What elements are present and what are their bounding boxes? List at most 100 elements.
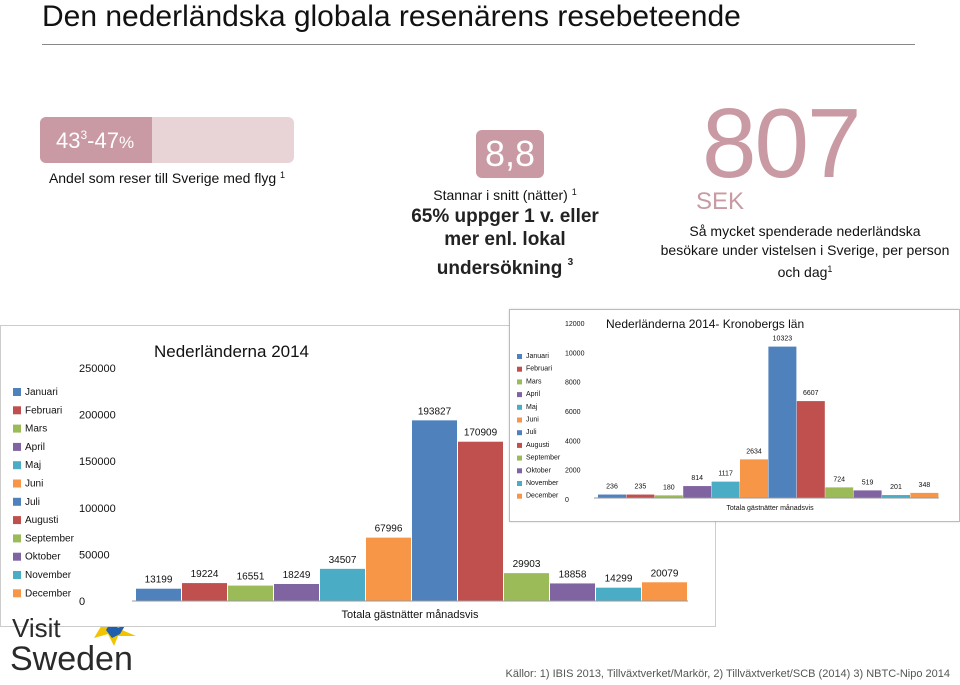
chart-title: Nederländerna 2014- Kronobergs län: [606, 317, 804, 331]
legend-swatch: [517, 493, 522, 499]
nights-survey-note: 65% uppger 1 v. eller mer enl. lokal und…: [411, 206, 599, 279]
legend-swatch: [517, 404, 522, 410]
bar: [642, 582, 687, 601]
visit-sweden-logo: Visit Sweden: [10, 615, 133, 677]
bar: [711, 481, 740, 498]
data-label: 19224: [191, 569, 219, 580]
spend-value: 807: [702, 88, 862, 198]
y-tick-label: 6000: [565, 409, 581, 416]
legend-label: Maj: [25, 460, 41, 471]
sources-footnote: Källor: 1) IBIS 2013, Tillväxtverket/Mar…: [505, 668, 950, 680]
legend-swatch: [517, 379, 522, 385]
chart-kronoberg-2014: Nederländerna 2014- Kronobergs län 12000 1…: [509, 309, 960, 522]
data-label: 180: [663, 484, 675, 491]
legend-label: Augusti: [526, 442, 550, 449]
y-tick-label: 150000: [79, 456, 116, 468]
bar: [228, 585, 273, 601]
y-tick-label: 4000: [565, 438, 581, 445]
bar: [910, 492, 939, 498]
data-label: 13199: [145, 575, 173, 586]
legend-label: September: [25, 533, 75, 544]
bar: [412, 420, 457, 601]
legend-label: Januari: [526, 353, 549, 360]
data-label: 170909: [464, 428, 498, 439]
bar: [274, 583, 319, 601]
legend-label: Januari: [25, 387, 58, 398]
y-tick-label: 50000: [79, 549, 110, 561]
legend-label: April: [526, 391, 540, 398]
data-label: 10323: [773, 336, 793, 343]
legend-swatch: [13, 479, 21, 488]
title-divider: [42, 44, 915, 45]
legend-swatch: [517, 481, 522, 486]
legend-label: Mars: [526, 378, 542, 385]
legend-label: September: [526, 455, 561, 462]
y-tick-label: 200000: [79, 410, 116, 422]
legend-label: Augusti: [25, 515, 58, 526]
y-tick-label: 250000: [79, 363, 116, 375]
data-label: 2634: [746, 448, 762, 455]
bar: [596, 587, 641, 601]
y-tick-label: 100000: [79, 503, 116, 515]
data-label: 724: [833, 476, 845, 483]
legend-swatch: [13, 424, 21, 433]
spend-caption: Så mycket spenderade nederländska besöka…: [660, 223, 950, 280]
chart-kronoberg-2014-svg: Nederländerna 2014- Kronobergs län 12000 1…: [517, 317, 939, 512]
legend-swatch: [13, 388, 21, 396]
legend-swatch: [517, 442, 522, 448]
bar: [458, 441, 503, 601]
legend-swatch: [13, 571, 21, 579]
legend-swatch: [517, 430, 522, 436]
share-progress-fill: [40, 117, 152, 163]
bar: [853, 490, 882, 498]
bar: [504, 573, 549, 601]
legend-label: November: [25, 570, 72, 581]
legend-label: Oktober: [526, 467, 552, 474]
data-label: 20079: [651, 568, 679, 579]
bar: [683, 486, 712, 498]
x-axis-label: Totala gästnätter månadsvis: [342, 609, 479, 621]
legend-swatch: [13, 497, 21, 506]
chart-netherlands-2014-svg: Nederländerna 20142500002000001500001000…: [13, 342, 688, 621]
x-axis-label: Totala gästnätter månadsvis: [726, 504, 814, 512]
bar: [825, 487, 854, 498]
data-label: 519: [862, 479, 874, 486]
legend-label: Juni: [25, 479, 43, 490]
data-label: 348: [919, 482, 931, 489]
nights-value-badge: 8,8: [476, 130, 544, 178]
legend-swatch: [517, 392, 522, 398]
y-tick-label: 8000: [565, 380, 581, 387]
data-label: 18858: [559, 569, 587, 580]
legend-swatch: [13, 534, 21, 543]
bar: [654, 495, 683, 498]
legend-label: Juli: [526, 429, 537, 436]
data-label: 16551: [237, 572, 265, 583]
legend-swatch: [13, 461, 21, 470]
legend-label: Oktober: [25, 552, 61, 563]
bar: [882, 495, 910, 498]
y-tick-label: 12000: [565, 321, 585, 328]
data-label: 1117: [718, 471, 733, 478]
legend-label: December: [526, 493, 559, 500]
legend-label: December: [25, 588, 72, 599]
bar: [320, 568, 365, 601]
bar: [796, 401, 825, 498]
y-tick-label: 0: [79, 596, 85, 608]
data-label: 29903: [513, 559, 541, 570]
legend-swatch: [13, 589, 21, 598]
bar: [136, 588, 181, 601]
bar: [626, 494, 655, 498]
legend-swatch: [517, 417, 522, 423]
nights-caption: Stannar i snitt (nätter) 1: [433, 187, 577, 203]
data-label: 14299: [605, 574, 633, 585]
logo-line1: Visit: [12, 615, 61, 643]
bar: [740, 459, 768, 498]
legend-swatch: [517, 366, 522, 372]
data-label: 6607: [803, 390, 819, 397]
legend-swatch: [517, 455, 522, 461]
data-label: 235: [635, 484, 647, 491]
logo-line2: Sweden: [10, 640, 133, 677]
legend-swatch: [517, 468, 522, 474]
share-caption: Andel som reser till Sverige med flyg 1: [48, 170, 286, 186]
legend-label: Februari: [25, 405, 62, 416]
